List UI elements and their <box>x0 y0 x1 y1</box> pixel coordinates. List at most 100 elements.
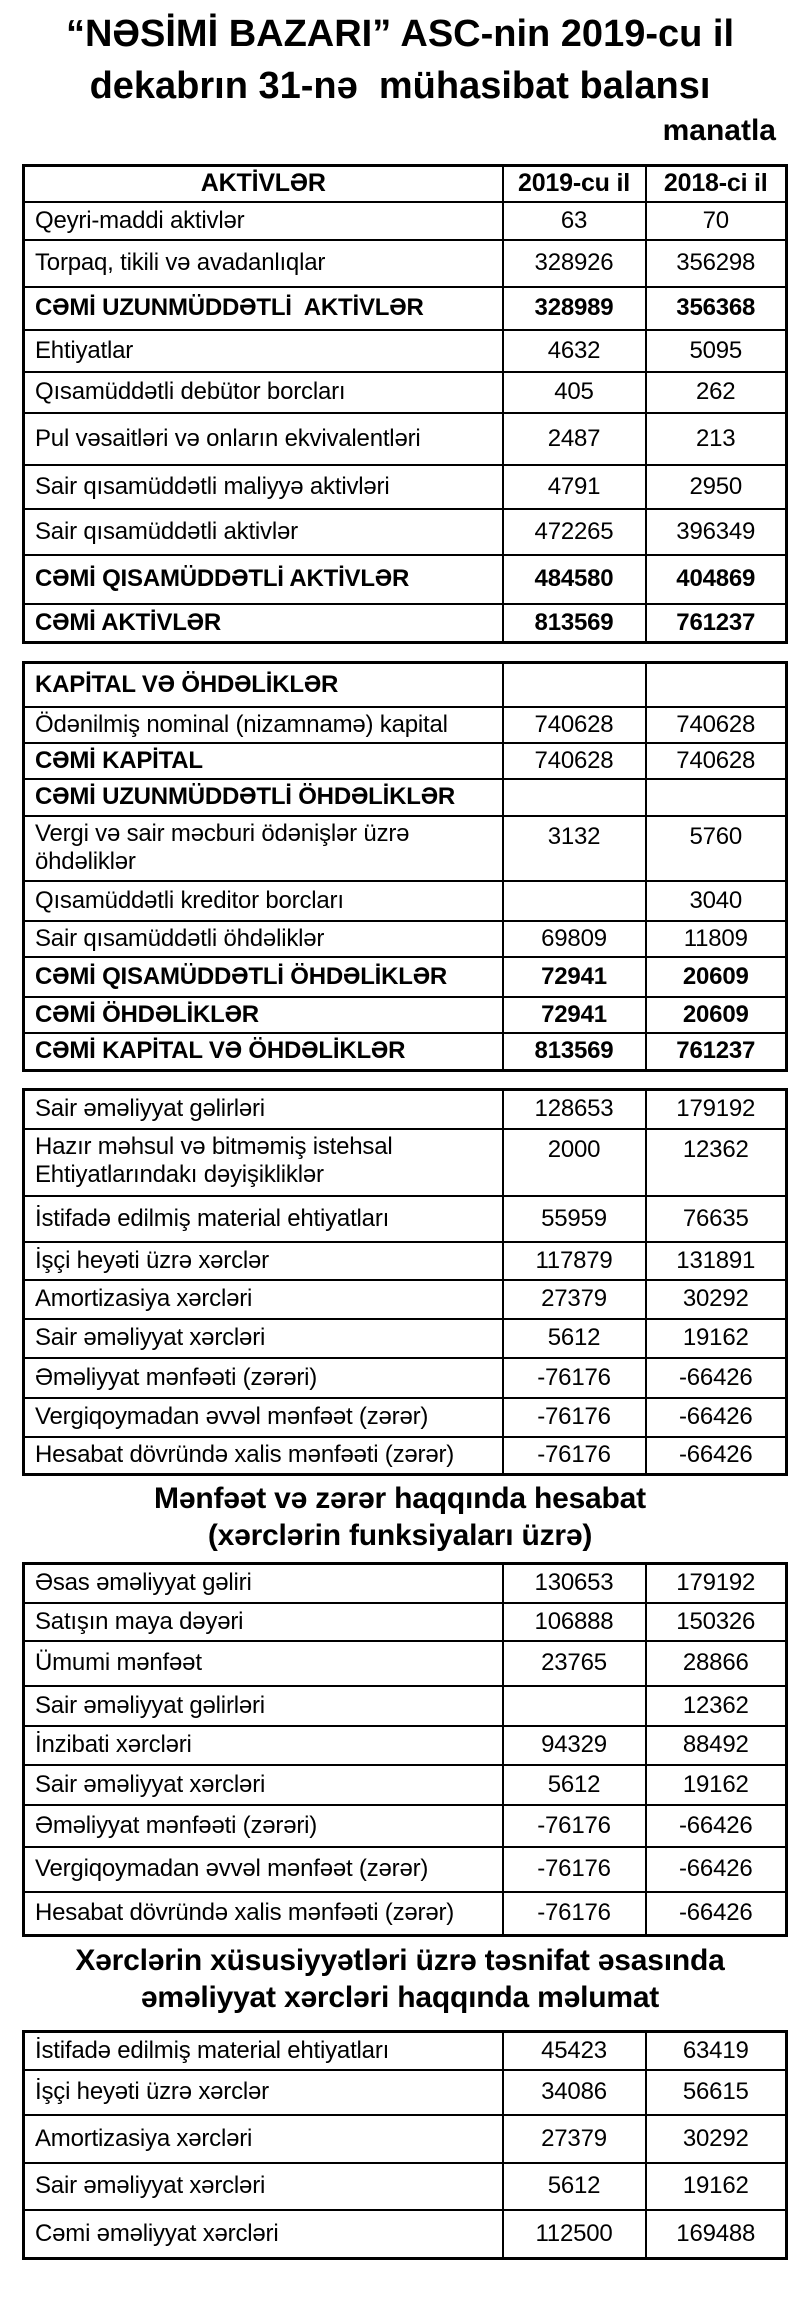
value-2018: 30292 <box>644 2113 788 2164</box>
row-label: Sair əməliyyat xərcləri <box>22 1317 504 1359</box>
table-row: Sair əməliyyat gəlirləri 12362 <box>22 1684 788 1727</box>
value-2019: 72941 <box>501 955 647 998</box>
row-label: CƏMİ KAPİTAL <box>22 741 504 780</box>
row-label: Cəmi əməliyyat xərcləri <box>22 2208 504 2260</box>
table-row: Ödənilmiş nominal (nizamnamə) kapital 740… <box>22 705 788 744</box>
value-2019: 45423 <box>501 2030 647 2071</box>
value-2019: 94329 <box>501 1724 647 1766</box>
equity-liabilities-table: KAPİTAL VƏ ÖHDƏLİKLƏR Ödənilmiş nominal (… <box>22 661 788 1072</box>
row-label: Sair qısamüddətli öhdəliklər <box>22 919 504 958</box>
table-row: Hesabat dövründə xalis mənfəəti (zərər) -… <box>22 1890 788 1937</box>
value-2019: 27379 <box>501 1278 647 1320</box>
row-label: İstifadə edilmiş material ehtiyatları <box>22 2030 504 2071</box>
row-label: Sair qısamüddətli maliyyə aktivləri <box>22 463 504 510</box>
row-label: Hazır məhsul və bitməmiş istehsal Ehtiya… <box>22 1127 504 1197</box>
table-row: Sair əməliyyat xərcləri 5612 19162 <box>22 2161 788 2211</box>
table-row: Vergi və sair məcburi ödənişlər üzrə öhd… <box>22 814 788 882</box>
value-2019: -76176 <box>501 1845 647 1893</box>
operating-expenses-table: İstifadə edilmiş material ehtiyatları 454… <box>22 2030 788 2260</box>
table-row: Qeyri-maddi aktivlər 63 70 <box>22 200 788 241</box>
row-label: Torpaq, tikili və avadanlıqlar <box>22 238 504 288</box>
row-label: Sair əməliyyat gəlirləri <box>22 1088 504 1130</box>
row-label: Hesabat dövründə xalis mənfəəti (zərər) <box>22 1890 504 1937</box>
table-row: İstifadə edilmiş material ehtiyatları 559… <box>22 1194 788 1243</box>
table-row: İşçi heyəti üzrə xərclər 117879 131891 <box>22 1240 788 1281</box>
table-row: Satışın maya dəyəri 106888 150326 <box>22 1601 788 1642</box>
value-2019: 328926 <box>501 238 647 288</box>
value-2018: 179192 <box>644 1562 788 1604</box>
table-row: İnzibati xərcləri 94329 88492 <box>22 1724 788 1766</box>
row-label: Ödənilmiş nominal (nizamnamə) kapital <box>22 705 504 744</box>
table-row: Əməliyyat mənfəəti (zərəri) -76176 -66426 <box>22 1356 788 1399</box>
row-label: İstifadə edilmiş material ehtiyatları <box>22 1194 504 1243</box>
table-row: Əsas əməliyyat gəliri 130653 179192 <box>22 1562 788 1604</box>
row-label: Satışın maya dəyəri <box>22 1601 504 1642</box>
row-label: Amortizasiya xərcləri <box>22 1278 504 1320</box>
value-2019: -76176 <box>501 1435 647 1476</box>
value-2019: 27379 <box>501 2113 647 2164</box>
value-2018: 761237 <box>644 602 788 644</box>
table-row: Qısamüddətli kreditor borcları 3040 <box>22 879 788 922</box>
table-row: CƏMİ UZUNMÜDDƏTLİ AKTİVLƏR 328989 356368 <box>22 285 788 331</box>
value-2018: 761237 <box>644 1031 788 1072</box>
value-2018: 213 <box>644 411 788 466</box>
value-2018: 19162 <box>644 2161 788 2211</box>
table-row: Cəmi əməliyyat xərcləri 112500 169488 <box>22 2208 788 2260</box>
value-2019 <box>501 777 647 817</box>
value-2019: 34086 <box>501 2068 647 2116</box>
value-2018: -66426 <box>644 1803 788 1848</box>
row-label: Əməliyyat mənfəəti (zərəri) <box>22 1803 504 1848</box>
value-2018: 12362 <box>644 1127 788 1197</box>
value-2018: 179192 <box>644 1088 788 1130</box>
value-2019: 128653 <box>501 1088 647 1130</box>
value-2019 <box>501 1684 647 1727</box>
value-2019: 5612 <box>501 1317 647 1359</box>
row-label: CƏMİ UZUNMÜDDƏTLİ AKTİVLƏR <box>22 285 504 331</box>
document-title-line1: “NƏSİMİ BAZARI” ASC-nin 2019-cu il <box>65 13 735 55</box>
row-label: Pul vəsaitləri və onların ekvivalentləri <box>22 411 504 466</box>
row-label: Ümumi mənfəət <box>22 1639 504 1687</box>
table-row: CƏMİ QISAMÜDDƏTLİ AKTİVLƏR 484580 404869 <box>22 553 788 605</box>
value-2019 <box>501 661 647 708</box>
table-row: CƏMİ KAPİTAL 740628 740628 <box>22 741 788 780</box>
value-2019: 813569 <box>501 1031 647 1072</box>
profit-loss-by-function-table: Əsas əməliyyat gəliri 130653 179192 Satışın… <box>22 1562 788 1937</box>
value-2018: 88492 <box>644 1724 788 1766</box>
value-2019: 328989 <box>501 285 647 331</box>
table-row: Sair qısamüddətli aktivlər 472265 396349 <box>22 507 788 556</box>
value-2018: 63419 <box>644 2030 788 2071</box>
row-label: CƏMİ QISAMÜDDƏTLİ AKTİVLƏR <box>22 553 504 605</box>
row-label: Qısamüddətli debütor borcları <box>22 370 504 414</box>
value-2018: 131891 <box>644 1240 788 1281</box>
table-row: Amortizasiya xərcləri 27379 30292 <box>22 2113 788 2164</box>
row-label: İşçi heyəti üzrə xərclər <box>22 2068 504 2116</box>
value-2019: 112500 <box>501 2208 647 2260</box>
profit-loss-heading-line1: Mənfəət və zərər haqqında hesabat <box>154 1482 646 1515</box>
assets-table: AKTİVLƏR 2019-cu il 2018-ci il Qeyri-mad… <box>22 164 788 644</box>
currency-note: manatla <box>662 114 776 147</box>
value-2018: 76635 <box>644 1194 788 1243</box>
document-title: “NƏSİMİ BAZARI” ASC-nin 2019-cu il dekab… <box>0 8 800 112</box>
profit-loss-by-nature-table: Sair əməliyyat gəlirləri 128653 179192 Hazı… <box>22 1088 788 1476</box>
row-label: Vergiqoymadan əvvəl mənfəət (zərər) <box>22 1845 504 1893</box>
row-label: Qeyri-maddi aktivlər <box>22 200 504 241</box>
value-2019: 740628 <box>501 741 647 780</box>
value-2019: 106888 <box>501 1601 647 1642</box>
value-2018: 169488 <box>644 2208 788 2260</box>
table-row: Pul vəsaitləri və onların ekvivalentləri… <box>22 411 788 466</box>
row-label: Sair əməliyyat gəlirləri <box>22 1684 504 1727</box>
table-row: Sair əməliyyat xərcləri 5612 19162 <box>22 1763 788 1806</box>
table-row: Ehtiyatlar 4632 5095 <box>22 328 788 373</box>
row-label: Ehtiyatlar <box>22 328 504 373</box>
value-2018: 19162 <box>644 1763 788 1806</box>
value-2018: 262 <box>644 370 788 414</box>
table-row: CƏMİ KAPİTAL VƏ ÖHDƏLİKLƏR 813569 761237 <box>22 1031 788 1072</box>
value-2019: 23765 <box>501 1639 647 1687</box>
value-2018: 20609 <box>644 955 788 998</box>
value-2018 <box>644 661 788 708</box>
row-label: CƏMİ UZUNMÜDDƏTLİ ÖHDƏLİKLƏR <box>22 777 504 817</box>
value-2018: -66426 <box>644 1890 788 1937</box>
value-2019: 63 <box>501 200 647 241</box>
column-header-2018: 2018-ci il <box>644 164 788 203</box>
